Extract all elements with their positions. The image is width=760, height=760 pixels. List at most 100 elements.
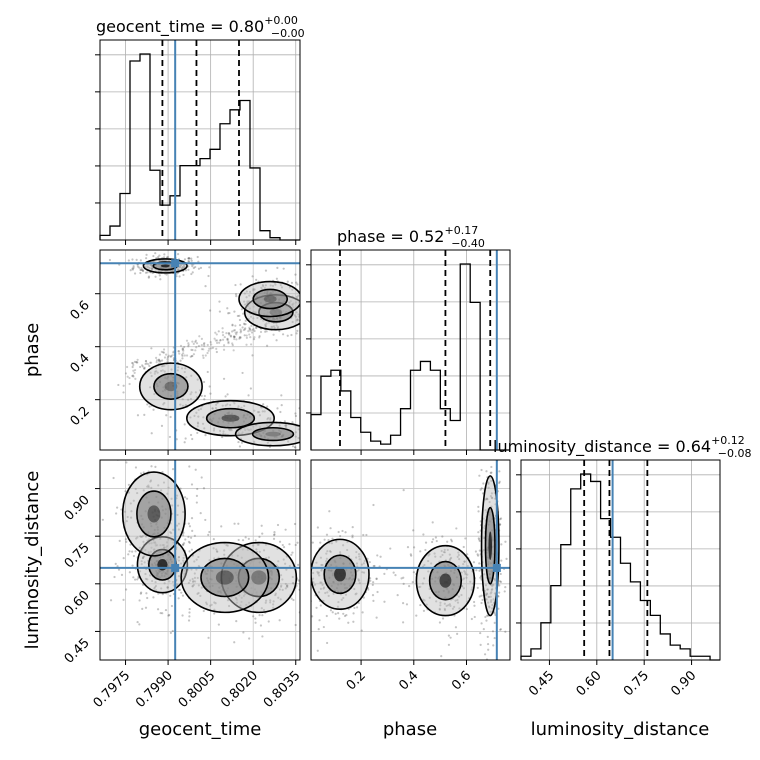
sample-point xyxy=(362,571,366,574)
sample-point xyxy=(472,561,476,564)
sample-point xyxy=(233,522,236,525)
sample-point xyxy=(319,604,322,607)
sample-point xyxy=(132,369,135,372)
sample-point xyxy=(204,354,207,357)
sample-point xyxy=(207,274,210,278)
sample-point xyxy=(264,269,268,272)
sample-point xyxy=(158,254,161,257)
sample-point xyxy=(455,527,458,530)
sample-point xyxy=(191,340,194,343)
sample-point xyxy=(180,353,184,356)
sample-point xyxy=(155,359,159,362)
sample-point xyxy=(131,374,134,378)
sample-point xyxy=(254,311,257,314)
sample-point xyxy=(307,292,309,294)
sample-point xyxy=(347,555,350,558)
sample-point xyxy=(486,588,490,591)
sample-point xyxy=(188,541,191,544)
sample-point xyxy=(322,625,325,629)
sample-point xyxy=(228,429,232,432)
sample-point xyxy=(156,544,159,547)
sample-point xyxy=(208,347,211,350)
panel-hist-phase xyxy=(306,249,511,455)
sample-point xyxy=(488,606,491,609)
sample-point xyxy=(224,395,227,398)
sample-point xyxy=(143,555,146,558)
sample-point xyxy=(255,548,258,551)
sample-point xyxy=(182,273,185,277)
sample-point xyxy=(217,330,220,333)
sample-point xyxy=(211,346,215,349)
sample-point xyxy=(139,535,143,538)
sample-point xyxy=(288,564,291,568)
sample-point xyxy=(462,577,466,580)
sample-point xyxy=(286,585,289,589)
sample-point xyxy=(127,491,131,494)
sample-point xyxy=(170,604,174,608)
sample-point xyxy=(326,591,329,594)
sample-point xyxy=(302,291,304,293)
sample-point xyxy=(448,603,451,606)
sample-point xyxy=(177,350,180,353)
sample-point xyxy=(221,327,224,330)
sample-point xyxy=(139,592,142,595)
sample-point xyxy=(305,416,307,418)
sample-point xyxy=(188,525,192,528)
sample-point xyxy=(487,662,489,664)
sample-point xyxy=(191,585,194,588)
sample-point xyxy=(440,655,443,658)
sample-point xyxy=(294,315,298,318)
sample-point xyxy=(196,421,200,424)
sample-point xyxy=(237,522,240,525)
sample-point xyxy=(406,545,410,549)
sample-point xyxy=(235,295,238,298)
sample-point xyxy=(226,393,229,396)
sample-point xyxy=(234,596,237,600)
sample-point xyxy=(487,482,490,485)
sample-point xyxy=(489,447,491,449)
sample-point xyxy=(479,576,482,579)
sample-point xyxy=(243,323,246,326)
sample-point xyxy=(125,520,128,523)
sample-point xyxy=(226,337,229,340)
sample-point xyxy=(296,283,299,286)
sample-point xyxy=(476,553,479,556)
sample-point xyxy=(480,601,483,605)
sample-point xyxy=(313,583,317,586)
density-core xyxy=(147,505,161,523)
sample-point xyxy=(281,578,284,581)
sample-point xyxy=(136,361,139,364)
sample-point xyxy=(291,421,294,424)
sample-point xyxy=(242,631,245,634)
sample-point xyxy=(235,333,238,336)
sample-point xyxy=(457,595,461,598)
sample-point xyxy=(171,468,175,471)
sample-point xyxy=(250,331,254,334)
sample-point xyxy=(448,553,451,556)
sample-point xyxy=(208,559,211,562)
sample-point xyxy=(488,500,491,504)
sample-point xyxy=(132,576,135,579)
sample-point xyxy=(243,300,246,303)
sample-point xyxy=(232,329,235,332)
sample-point xyxy=(499,523,502,526)
sample-point xyxy=(137,576,140,579)
sample-point xyxy=(181,398,184,401)
sample-point xyxy=(357,578,360,581)
sample-point xyxy=(233,335,236,338)
sample-point xyxy=(183,441,186,444)
sample-point xyxy=(301,295,303,297)
sample-point xyxy=(321,583,324,587)
sample-point xyxy=(269,601,272,604)
sample-point xyxy=(187,398,190,401)
sample-point xyxy=(493,612,496,615)
sample-point xyxy=(486,435,488,437)
sample-point xyxy=(155,361,158,364)
sample-point xyxy=(435,600,438,603)
sample-point xyxy=(196,255,199,259)
sample-point xyxy=(183,370,186,374)
sample-point xyxy=(453,605,456,609)
sample-point xyxy=(259,317,263,321)
sample-point xyxy=(470,617,473,621)
sample-point xyxy=(148,574,152,577)
